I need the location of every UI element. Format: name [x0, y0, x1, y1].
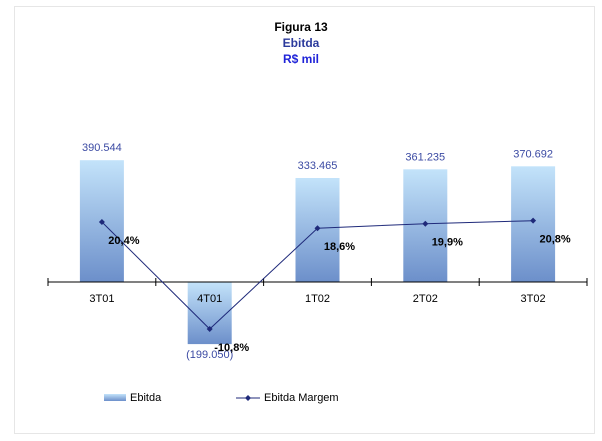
bars-group: [79, 160, 556, 345]
margin-point: [314, 225, 321, 232]
margin-value-label: 19,9%: [432, 237, 463, 249]
legend-label-margem: Ebitda Margem: [264, 392, 339, 404]
chart-border: [14, 6, 595, 434]
chart-title: Figura 13: [274, 20, 328, 34]
margin-value-label: -10,8%: [214, 342, 249, 354]
chart-unit: R$ mil: [282, 52, 319, 66]
x-tick-label: 4T01: [197, 293, 222, 305]
x-tick-label: 1T02: [305, 293, 330, 305]
x-tick-label: 3T01: [89, 293, 114, 305]
margin-point: [98, 219, 105, 226]
chart-subtitle: Ebitda: [282, 36, 320, 50]
margin-value-label: 20,4%: [108, 235, 139, 247]
x-axis: 3T01 4T01 1T02 2T02 3T02: [47, 278, 588, 305]
legend-marker-margem: [245, 395, 251, 401]
bar-value-label: 370.692: [513, 148, 553, 160]
margin-line-group: [98, 217, 537, 333]
margin-value-label: 18,6%: [324, 241, 355, 253]
bar-value-label: 390.544: [82, 142, 122, 154]
bar-3T02: [511, 166, 556, 282]
legend-label-ebitda: Ebitda: [130, 392, 162, 404]
bar-4T01: [187, 282, 232, 345]
bar-value-label: 361.235: [405, 151, 445, 163]
legend: Ebitda Ebitda Margem: [104, 392, 339, 404]
labels-group: 390.544 (199.050) 333.465 361.235 370.692 20,…: [82, 142, 571, 361]
bar-value-label: (199.050): [186, 349, 233, 361]
margin-point: [206, 326, 213, 333]
legend-swatch-ebitda: [104, 394, 126, 401]
margin-point: [422, 220, 429, 227]
x-tick-label: 3T02: [521, 293, 546, 305]
x-tick-label: 2T02: [413, 293, 438, 305]
margin-point: [530, 217, 537, 224]
margin-value-label: 20,8%: [539, 234, 570, 246]
bar-value-label: 333.465: [298, 160, 338, 172]
